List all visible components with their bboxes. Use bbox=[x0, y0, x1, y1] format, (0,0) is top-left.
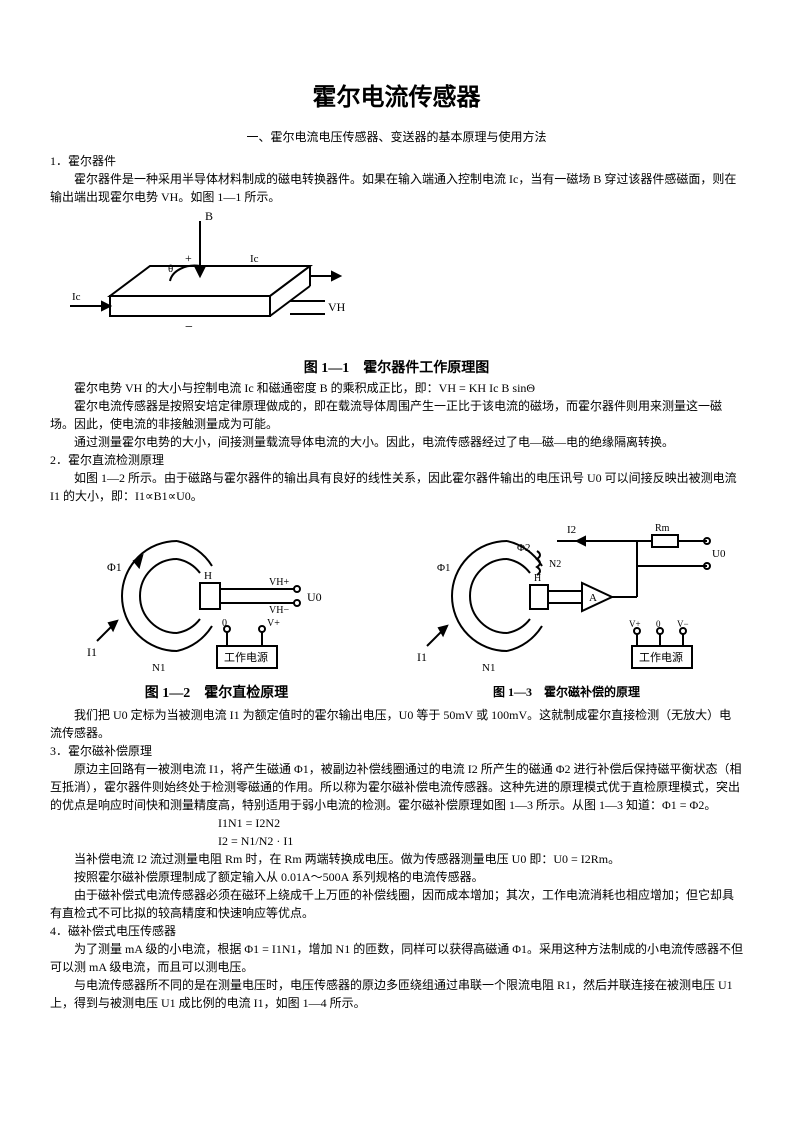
f2-ps: 工作电源 bbox=[224, 650, 268, 664]
f2-Vp: V+ bbox=[267, 618, 280, 629]
f2-I1: I1 bbox=[87, 645, 97, 659]
section-3-p1: 原边主回路有一被测电流 I1，将产生磁通 Φ1，被副边补偿线圈通过的电流 I2 … bbox=[50, 760, 743, 814]
label-B: B bbox=[205, 209, 213, 223]
section-1-head: 1．霍尔器件 bbox=[50, 152, 743, 170]
f3-phi1: Φ1 bbox=[437, 562, 451, 574]
f3-I1: I1 bbox=[417, 650, 427, 664]
figure-1-1-caption: 图 1—1 霍尔器件工作原理图 bbox=[50, 358, 743, 379]
f3-A: A bbox=[589, 592, 597, 604]
f3-phi2: Φ2 bbox=[517, 542, 531, 554]
label-plus-top: + bbox=[185, 251, 192, 265]
f3-H: H bbox=[534, 573, 541, 584]
doc-title: 霍尔电流传感器 bbox=[50, 80, 743, 116]
label-Ic-right: Ic bbox=[250, 253, 259, 265]
f3-Rm: Rm bbox=[655, 523, 670, 534]
f2-N1: N1 bbox=[152, 662, 165, 674]
hall-device-diagram: B θ Ic Ic VH + − bbox=[50, 206, 350, 356]
formula-2: I2 = N1/N2 · I1 bbox=[218, 832, 743, 850]
f3-ps: 工作电源 bbox=[639, 650, 683, 664]
label-Ic-left: Ic bbox=[72, 291, 81, 303]
f2-VHp: VH+ bbox=[269, 577, 289, 588]
f3-Vp: V+ bbox=[629, 619, 641, 629]
section-3-p3: 按照霍尔磁补偿原理制成了额定输入从 0.01A～500A 系列规格的电流传感器。 bbox=[50, 868, 743, 886]
section-3-p2: 当补偿电流 I2 流过测量电阻 Rm 时，在 Rm 两端转换成电压。做为传感器测… bbox=[50, 850, 743, 868]
section-4-p1: 为了测量 mA 级的小电流，根据 Φ1 = I1N1，增加 N1 的匝数，同样可… bbox=[50, 940, 743, 976]
after-fig1-p3: 通过测量霍尔电势的大小，间接测量载流导体电流的大小。因此，电流传感器经过了电—磁… bbox=[50, 433, 743, 451]
doc-subtitle: 一、霍尔电流电压传感器、变送器的基本原理与使用方法 bbox=[50, 128, 743, 146]
f2-H: H bbox=[204, 570, 212, 582]
figure-1-1: B θ Ic Ic VH + − 图 1—1 霍尔器件工作原理图 bbox=[50, 206, 743, 379]
figure-row-2-3: Φ1 H I1 N1 VH+ VH− U0 0 V+ 工作电源 图 1—2 霍尔… bbox=[50, 511, 743, 704]
figure-1-3-caption: 图 1—3 霍尔磁补偿的原理 bbox=[407, 683, 727, 701]
f3-I2: I2 bbox=[567, 524, 576, 536]
label-minus-bot: − bbox=[185, 320, 193, 335]
f3-U0: U0 bbox=[712, 548, 726, 560]
after-fig1-p2: 霍尔电流传感器是按照安培定律原理做成的，即在载流导体周围产生一正比于该电流的磁场… bbox=[50, 397, 743, 433]
section-4-p2: 与电流传感器所不同的是在测量电压时，电压传感器的原边多匝绕组通过串联一个限流电阻… bbox=[50, 976, 743, 1012]
section-3-p4: 由于磁补偿式电流传感器必须在磁环上绕成千上万匝的补偿线圈，因而成本增加；其次，工… bbox=[50, 886, 743, 922]
figure-1-2-caption: 图 1—2 霍尔直检原理 bbox=[67, 683, 367, 704]
hall-compensate-diagram: Φ1 Φ2 H I1 I2 N1 N2 A Rm U0 V+ 0 V− 工作电源 bbox=[407, 511, 727, 681]
figure-1-2: Φ1 H I1 N1 VH+ VH− U0 0 V+ 工作电源 图 1—2 霍尔… bbox=[67, 511, 367, 704]
f2-O: 0 bbox=[222, 618, 227, 629]
f2-phi1: Φ1 bbox=[107, 560, 122, 574]
f2-U0: U0 bbox=[307, 590, 322, 604]
figure-1-3: Φ1 Φ2 H I1 I2 N1 N2 A Rm U0 V+ 0 V− 工作电源… bbox=[407, 511, 727, 704]
label-theta: θ bbox=[168, 263, 173, 275]
after-fig1-p1: 霍尔电势 VH 的大小与控制电流 Ic 和磁通密度 B 的乘积成正比，即：VH … bbox=[50, 379, 743, 397]
section-2-head: 2．霍尔直流检测原理 bbox=[50, 451, 743, 469]
hall-direct-diagram: Φ1 H I1 N1 VH+ VH− U0 0 V+ 工作电源 bbox=[67, 511, 367, 681]
f3-N1: N1 bbox=[482, 662, 495, 674]
section-3-head: 3．霍尔磁补偿原理 bbox=[50, 742, 743, 760]
section-4-head: 4．磁补偿式电压传感器 bbox=[50, 922, 743, 940]
label-VH: VH bbox=[328, 300, 346, 314]
f3-O: 0 bbox=[656, 619, 661, 629]
f2-VHm: VH− bbox=[269, 605, 289, 616]
section-1-p1: 霍尔器件是一种采用半导体材料制成的磁电转换器件。如果在输入端通入控制电流 Ic，… bbox=[50, 170, 743, 206]
after-figs-p1: 我们把 U0 定标为当被测电流 I1 为额定值时的霍尔输出电压，U0 等于 50… bbox=[50, 706, 743, 742]
f3-N2: N2 bbox=[549, 559, 561, 570]
document-page: 霍尔电流传感器 一、霍尔电流电压传感器、变送器的基本原理与使用方法 1．霍尔器件… bbox=[0, 0, 793, 1122]
formula-1: I1N1 = I2N2 bbox=[218, 814, 743, 832]
f3-Vm: V− bbox=[677, 619, 689, 629]
section-2-p1: 如图 1—2 所示。由于磁路与霍尔器件的输出具有良好的线性关系，因此霍尔器件输出… bbox=[50, 469, 743, 505]
